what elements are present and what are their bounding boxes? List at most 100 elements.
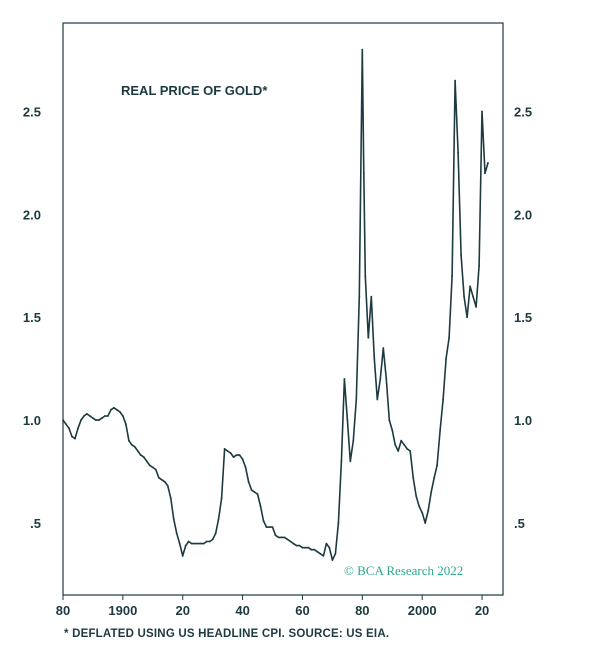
y-tick-label-right: 2.5 [514, 104, 532, 119]
x-tick-label: 40 [235, 603, 249, 618]
data-point [379, 378, 382, 380]
data-point [190, 542, 193, 545]
data-point [113, 406, 115, 409]
data-point [358, 295, 361, 298]
data-point [424, 522, 427, 524]
data-point [193, 542, 196, 545]
data-point [247, 480, 250, 483]
data-point [397, 450, 400, 452]
data-point [187, 540, 190, 543]
data-point [283, 536, 286, 539]
data-point [71, 435, 73, 438]
data-point [92, 417, 94, 419]
data-point [119, 411, 121, 413]
data-point [427, 509, 430, 512]
data-point [355, 398, 358, 401]
data-point [484, 172, 486, 175]
data-point [145, 460, 148, 463]
data-point [310, 548, 313, 551]
data-point [157, 476, 160, 479]
data-point [202, 542, 205, 545]
y-tick-label-right: 1.5 [514, 310, 532, 325]
data-point [349, 460, 352, 463]
data-point [307, 546, 310, 549]
data-point [116, 408, 118, 411]
data-point [343, 378, 346, 380]
data-point [104, 415, 106, 417]
data-point [388, 419, 391, 421]
data-point [223, 448, 226, 450]
data-point [472, 295, 474, 298]
data-point [346, 419, 349, 421]
data-point [409, 450, 412, 452]
data-point [256, 493, 259, 496]
plot-frame [62, 22, 504, 596]
data-point [457, 151, 459, 154]
data-point [211, 538, 214, 541]
data-point [370, 295, 373, 298]
data-point [304, 546, 307, 549]
data-point [220, 497, 223, 500]
data-point [463, 295, 465, 298]
data-point [80, 419, 82, 421]
data-point [448, 336, 450, 339]
data-point [295, 544, 298, 547]
data-point [415, 495, 418, 498]
x-tick-label: 1900 [108, 603, 137, 618]
y-axis-right: .5 1.0 1.5 2.0 2.5 [514, 104, 532, 531]
series-points [62, 48, 489, 561]
data-point [331, 559, 334, 561]
data-point [478, 264, 480, 267]
y-tick-label-right: 1.0 [514, 413, 532, 428]
data-point [280, 536, 283, 539]
data-point [277, 536, 280, 539]
data-point [361, 48, 364, 51]
credit-text: © BCA Research 2022 [344, 563, 464, 578]
data-point [74, 437, 76, 440]
data-point [316, 550, 319, 553]
data-point [322, 555, 325, 557]
data-point [89, 415, 91, 417]
y-tick-label-left: 1.5 [23, 310, 41, 325]
data-point [286, 538, 289, 541]
data-point [139, 454, 142, 456]
data-point [107, 415, 109, 417]
data-point [362, 172, 365, 175]
data-point [250, 489, 253, 491]
data-point [403, 443, 406, 446]
data-point [199, 542, 202, 545]
data-point [86, 413, 88, 415]
data-point [196, 542, 199, 545]
data-point [101, 417, 103, 419]
data-point [352, 439, 355, 442]
data-point [289, 540, 292, 543]
x-tick-label: 20 [475, 603, 489, 618]
data-point [292, 542, 295, 545]
data-point [442, 398, 444, 401]
data-point [274, 534, 277, 537]
data-point [184, 544, 187, 547]
data-point [301, 546, 304, 549]
data-point [487, 162, 489, 164]
data-point [133, 446, 136, 448]
data-point [376, 398, 379, 401]
data-point [406, 448, 409, 450]
y-tick-label-right: .5 [514, 516, 525, 531]
data-point [268, 526, 271, 528]
data-point [98, 419, 100, 421]
data-point [340, 460, 343, 463]
data-point [367, 336, 370, 339]
data-point [238, 454, 241, 456]
data-point [313, 548, 316, 551]
data-point [235, 454, 238, 456]
data-point [217, 518, 220, 520]
y-tick-label-left: 2.5 [23, 104, 41, 119]
data-point [83, 415, 85, 417]
data-point [337, 522, 340, 524]
footnote: * DEFLATED USING US HEADLINE CPI. SOURCE… [64, 628, 390, 640]
data-point [166, 485, 169, 487]
data-point [154, 468, 157, 471]
data-point [460, 254, 462, 257]
data-point [334, 552, 337, 555]
y-axis-left: .5 1.0 1.5 2.0 2.5 [23, 104, 41, 531]
